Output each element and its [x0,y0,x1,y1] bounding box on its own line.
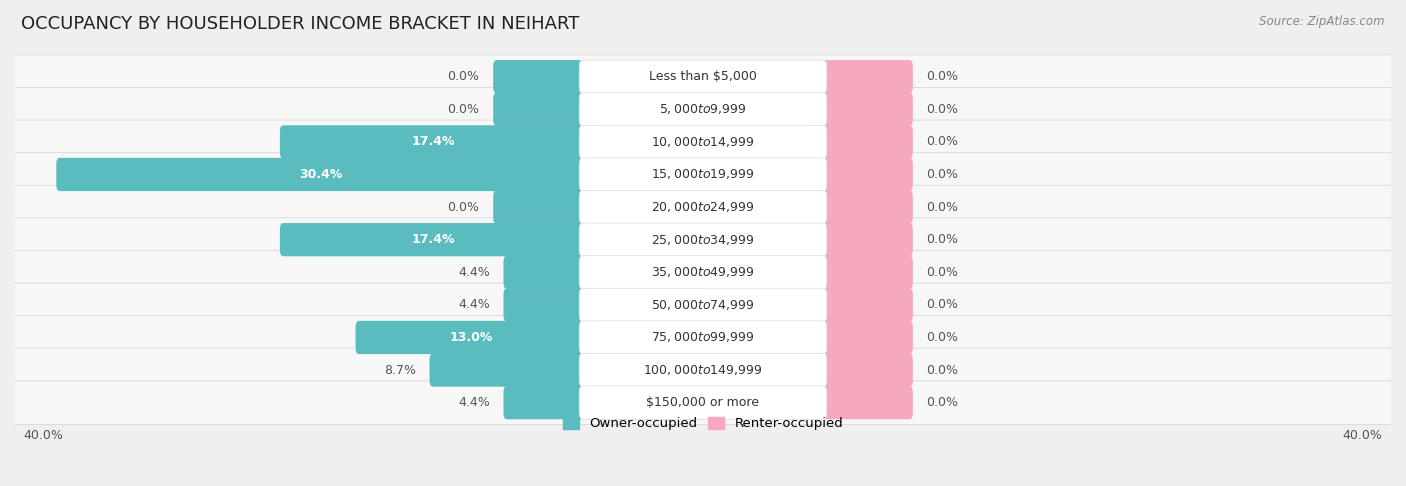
FancyBboxPatch shape [503,288,706,322]
FancyBboxPatch shape [10,153,1396,196]
Text: $5,000 to $9,999: $5,000 to $9,999 [659,102,747,116]
FancyBboxPatch shape [356,321,706,354]
Text: $50,000 to $74,999: $50,000 to $74,999 [651,298,755,312]
FancyBboxPatch shape [10,218,1396,261]
FancyBboxPatch shape [503,256,706,289]
Text: 0.0%: 0.0% [927,298,959,312]
FancyBboxPatch shape [429,353,706,387]
Text: 0.0%: 0.0% [927,233,959,246]
Text: $100,000 to $149,999: $100,000 to $149,999 [644,363,762,377]
FancyBboxPatch shape [579,256,827,289]
FancyBboxPatch shape [820,223,912,256]
FancyBboxPatch shape [10,87,1396,131]
Text: 0.0%: 0.0% [447,70,479,83]
Text: 0.0%: 0.0% [447,201,479,213]
FancyBboxPatch shape [56,158,706,191]
Text: 0.0%: 0.0% [927,70,959,83]
Text: $10,000 to $14,999: $10,000 to $14,999 [651,135,755,149]
Text: 40.0%: 40.0% [1343,429,1382,442]
FancyBboxPatch shape [579,125,827,158]
Text: 0.0%: 0.0% [927,201,959,213]
FancyBboxPatch shape [10,55,1396,99]
FancyBboxPatch shape [820,256,912,289]
FancyBboxPatch shape [579,93,827,126]
FancyBboxPatch shape [820,288,912,322]
Text: 0.0%: 0.0% [927,266,959,279]
FancyBboxPatch shape [820,60,912,93]
Text: 4.4%: 4.4% [458,266,489,279]
FancyBboxPatch shape [10,120,1396,164]
FancyBboxPatch shape [10,315,1396,359]
Text: 4.4%: 4.4% [458,396,489,409]
FancyBboxPatch shape [579,386,827,419]
Text: 0.0%: 0.0% [447,103,479,116]
FancyBboxPatch shape [503,386,706,419]
Text: 0.0%: 0.0% [927,364,959,377]
Text: $75,000 to $99,999: $75,000 to $99,999 [651,330,755,345]
Text: 4.4%: 4.4% [458,298,489,312]
FancyBboxPatch shape [820,125,912,158]
FancyBboxPatch shape [820,158,912,191]
FancyBboxPatch shape [10,283,1396,327]
FancyBboxPatch shape [820,321,912,354]
FancyBboxPatch shape [280,223,706,256]
FancyBboxPatch shape [579,191,827,224]
FancyBboxPatch shape [820,386,912,419]
FancyBboxPatch shape [579,158,827,191]
FancyBboxPatch shape [579,288,827,322]
FancyBboxPatch shape [494,191,706,224]
FancyBboxPatch shape [494,60,706,93]
Text: 0.0%: 0.0% [927,168,959,181]
Text: 17.4%: 17.4% [411,233,454,246]
FancyBboxPatch shape [10,381,1396,424]
Text: $25,000 to $34,999: $25,000 to $34,999 [651,233,755,247]
FancyBboxPatch shape [280,125,706,158]
FancyBboxPatch shape [10,185,1396,229]
Text: 40.0%: 40.0% [24,429,63,442]
Text: Less than $5,000: Less than $5,000 [650,70,756,83]
FancyBboxPatch shape [579,223,827,256]
FancyBboxPatch shape [10,348,1396,392]
Text: 13.0%: 13.0% [449,331,492,344]
Text: 8.7%: 8.7% [384,364,416,377]
FancyBboxPatch shape [820,353,912,387]
FancyBboxPatch shape [820,93,912,126]
Text: 0.0%: 0.0% [927,396,959,409]
FancyBboxPatch shape [579,321,827,354]
Text: $15,000 to $19,999: $15,000 to $19,999 [651,168,755,181]
FancyBboxPatch shape [579,353,827,387]
Text: $35,000 to $49,999: $35,000 to $49,999 [651,265,755,279]
Legend: Owner-occupied, Renter-occupied: Owner-occupied, Renter-occupied [558,412,848,436]
Text: 0.0%: 0.0% [927,136,959,148]
FancyBboxPatch shape [494,93,706,126]
Text: 0.0%: 0.0% [927,331,959,344]
Text: $20,000 to $24,999: $20,000 to $24,999 [651,200,755,214]
FancyBboxPatch shape [820,191,912,224]
Text: OCCUPANCY BY HOUSEHOLDER INCOME BRACKET IN NEIHART: OCCUPANCY BY HOUSEHOLDER INCOME BRACKET … [21,15,579,33]
Text: 17.4%: 17.4% [411,136,454,148]
Text: 0.0%: 0.0% [927,103,959,116]
FancyBboxPatch shape [579,60,827,93]
FancyBboxPatch shape [10,250,1396,294]
Text: 30.4%: 30.4% [299,168,343,181]
Text: $150,000 or more: $150,000 or more [647,396,759,409]
Text: Source: ZipAtlas.com: Source: ZipAtlas.com [1260,15,1385,28]
